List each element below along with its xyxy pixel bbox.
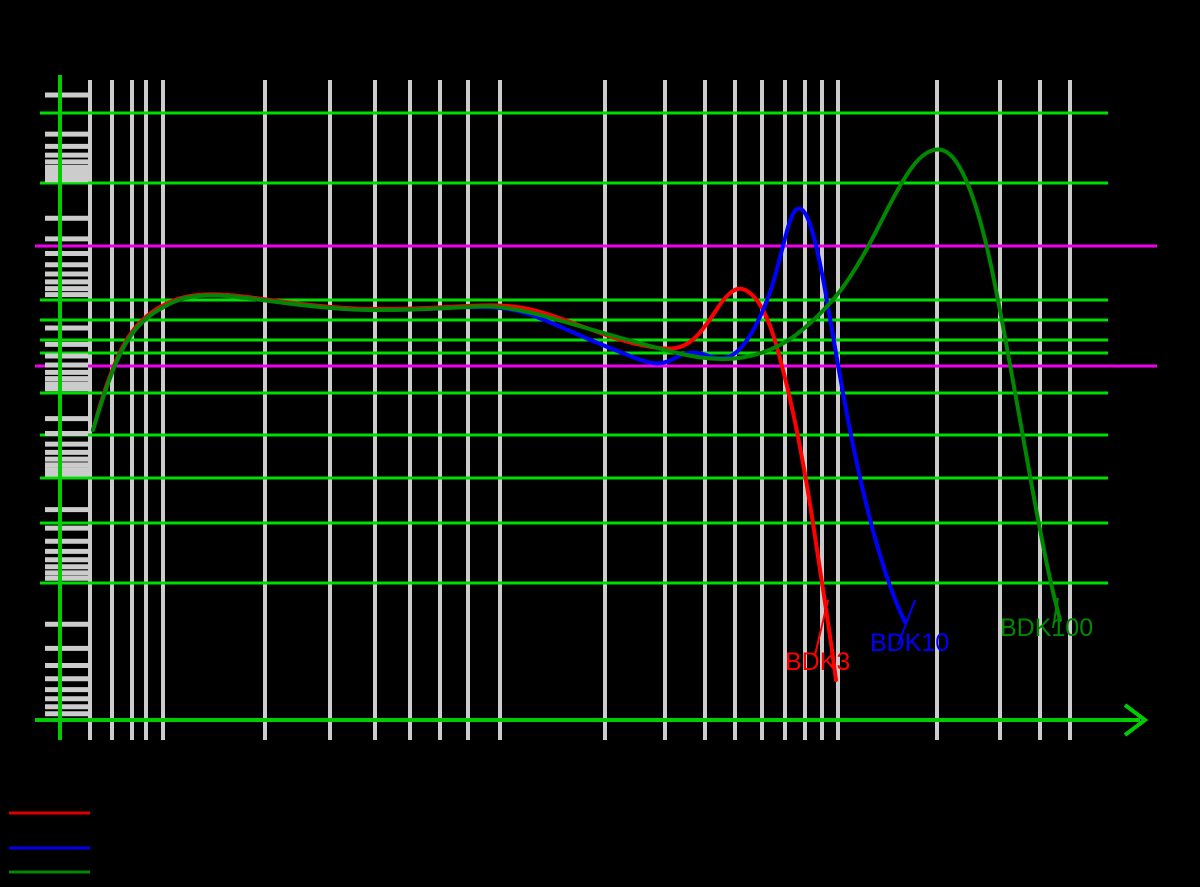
data-curves xyxy=(91,147,1062,682)
curve-bdk100 xyxy=(91,147,1062,622)
curve-label-bdk100: BDK100 xyxy=(1000,614,1093,642)
legend xyxy=(9,811,90,874)
y-axis-ticks xyxy=(45,92,88,717)
leader-bdk10 xyxy=(897,599,916,646)
curve-bdk3 xyxy=(91,286,838,682)
minor-vertical-gridlines xyxy=(88,80,1072,740)
curve-label-bdk10: BDK10 xyxy=(870,629,949,657)
curve-label-bdk3: BDK3 xyxy=(785,648,850,676)
leader-bdk3 xyxy=(814,599,829,656)
threshold-lines xyxy=(35,244,1157,368)
curve-annotations: BDK3 BDK10 BDK100 xyxy=(785,614,1093,676)
axis-lines xyxy=(35,75,1149,740)
x-axis-arrow-icon xyxy=(1123,703,1149,737)
annotation-leader-lines xyxy=(814,597,1059,656)
leader-bdk100 xyxy=(1052,597,1059,629)
